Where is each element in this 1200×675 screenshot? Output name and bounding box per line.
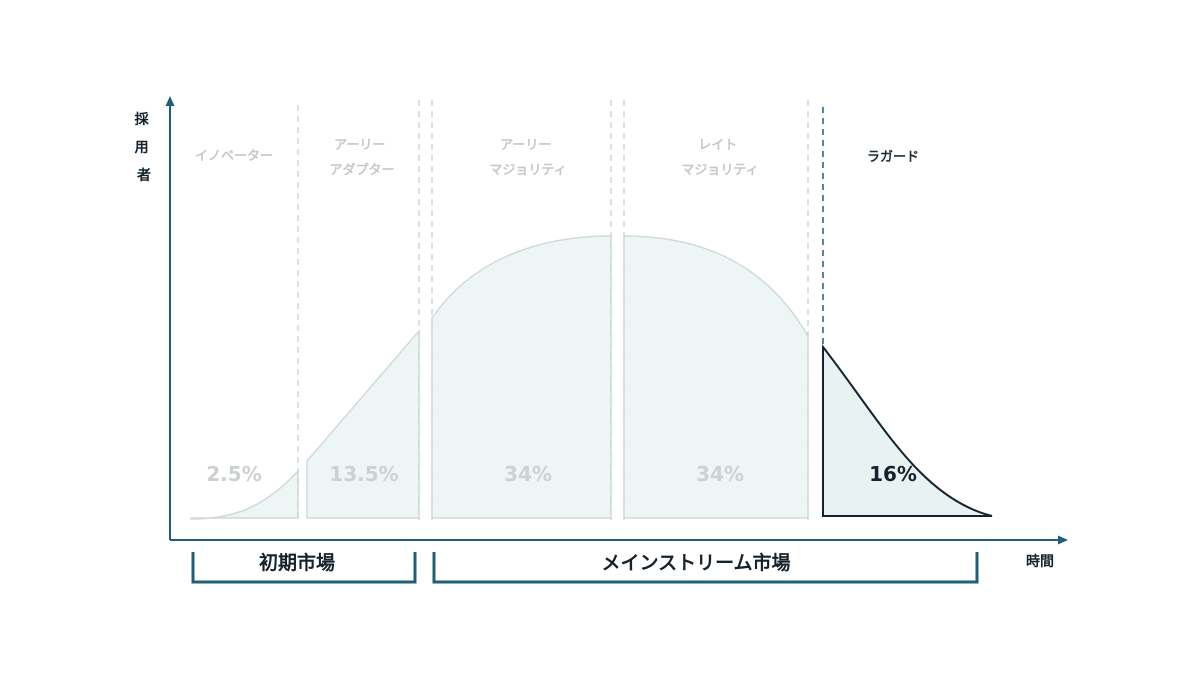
x-axis-label: 時間: [1026, 553, 1054, 570]
axes: [165, 96, 1068, 545]
segment-shape-early-adopters: [306, 328, 420, 519]
segment-dividers: [297, 100, 824, 520]
curve-segments: [190, 235, 993, 520]
segment-label-laggards: ラガード: [867, 150, 919, 165]
segment-label-line: ラガード: [867, 150, 919, 165]
segment-label-line: アダプター: [329, 162, 394, 178]
y-axis-label-char-1: 採: [135, 111, 150, 128]
segment-label-line: アーリー: [334, 138, 385, 153]
segment-label-line: アーリー: [500, 138, 551, 153]
bracket-early-market: [191, 552, 417, 584]
segment-shares: 2.5% 13.5% 34% 34% 16%: [206, 462, 917, 486]
x-axis-arrow: [1058, 535, 1068, 545]
share-innovators: 2.5%: [206, 462, 261, 486]
segment-label-line: マジョリティ: [681, 163, 758, 178]
share-early-majority: 34%: [504, 462, 552, 486]
segment-label-line: イノベーター: [195, 149, 273, 164]
market-label-mainstream: メインストリーム市場: [601, 551, 790, 574]
segment-shape-innovators: [190, 469, 299, 520]
segment-labels: イノベーター アーリー アダプター アーリー マジョリティ レイト マジョリティ…: [195, 138, 919, 178]
share-early-adopters: 13.5%: [329, 462, 398, 486]
y-axis-label: 採 用 者: [135, 111, 154, 184]
y-axis-arrow: [165, 96, 175, 106]
market-brackets: [191, 552, 979, 584]
segment-label-early-adopters: アーリー アダプター: [329, 138, 394, 178]
y-axis-label-char-3: 者: [137, 168, 151, 184]
segment-label-line: レイト: [698, 138, 737, 153]
bracket-mainstream-market: [432, 552, 979, 584]
y-axis-label-char-2: 用: [135, 140, 149, 156]
segment-label-early-majority: アーリー マジョリティ: [489, 138, 566, 178]
share-laggards: 16%: [869, 462, 917, 486]
segment-label-late-majority: レイト マジョリティ: [681, 138, 758, 178]
market-label-early: 初期市場: [259, 551, 335, 574]
share-late-majority: 34%: [696, 462, 744, 486]
segment-label-innovators: イノベーター: [195, 149, 273, 164]
segment-label-line: マジョリティ: [489, 163, 566, 178]
segment-shape-laggards: [822, 344, 993, 517]
